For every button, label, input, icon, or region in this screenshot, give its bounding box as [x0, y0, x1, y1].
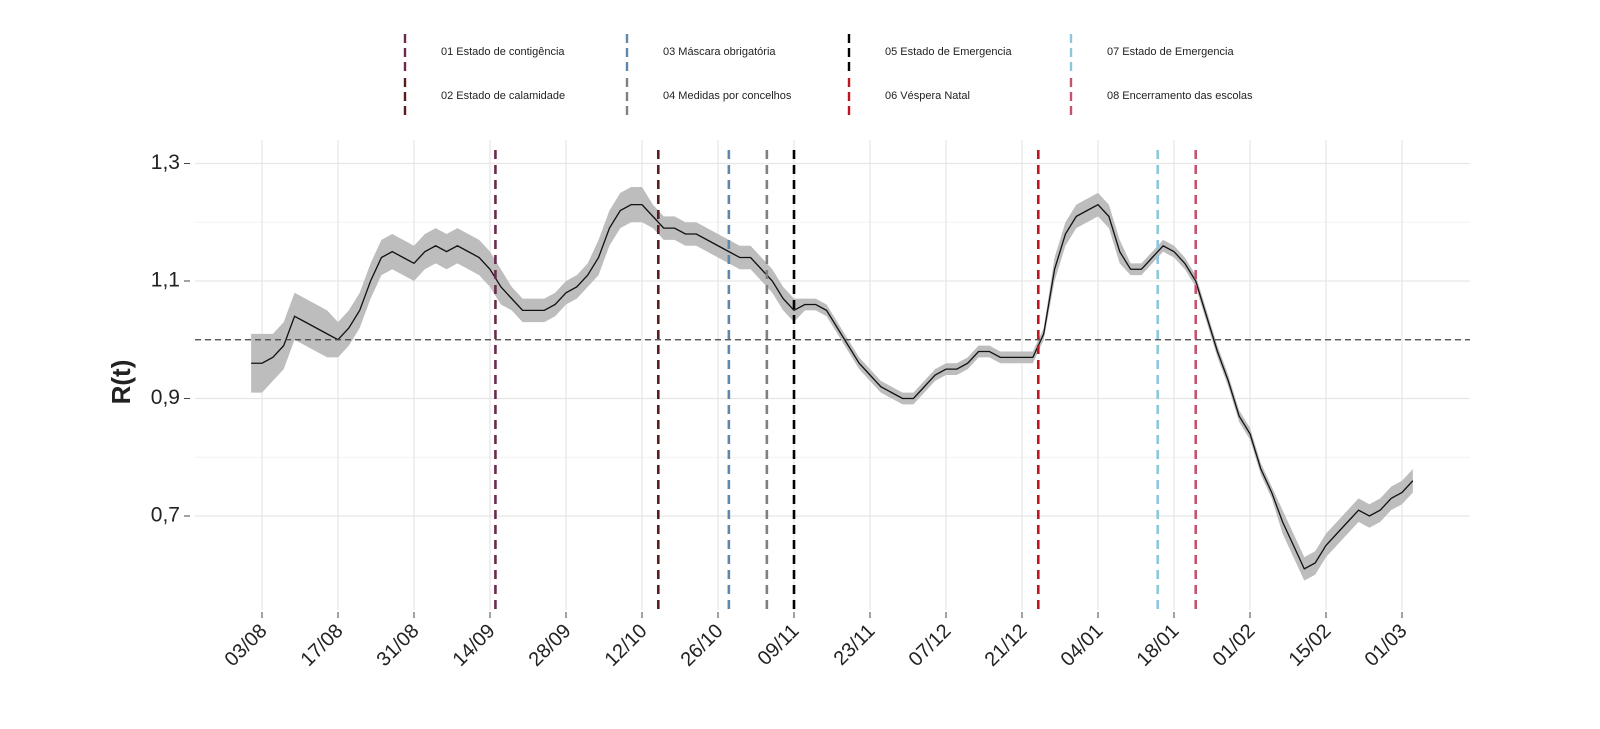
x-tick-label: 26/10	[677, 620, 728, 671]
legend-label: 08 Encerramento das escolas	[1107, 90, 1253, 102]
x-tick-label: 04/01	[1057, 620, 1108, 671]
legend-label: 06 Véspera Natal	[885, 90, 970, 102]
x-tick-label: 31/08	[373, 620, 424, 671]
confidence-band	[251, 187, 1413, 581]
x-tick-label: 01/03	[1361, 620, 1412, 671]
x-tick-label: 09/11	[754, 620, 804, 670]
x-tick-label: 28/09	[525, 620, 576, 671]
y-tick-label: 1,3	[151, 151, 180, 174]
line	[251, 203, 1414, 570]
legend-label: 04 Medidas por concelhos	[663, 90, 792, 102]
legend-label: 07 Estado de Emergencia	[1107, 46, 1234, 58]
x-tick-label: 07/12	[905, 620, 956, 671]
legend-label: 05 Estado de Emergencia	[885, 46, 1012, 58]
legend-label: 02 Estado de calamidade	[441, 90, 565, 102]
y-axis-label: R(t)	[106, 360, 136, 405]
legend-label: 03 Máscara obrigatória	[663, 46, 776, 58]
x-tick-label: 18/01	[1133, 620, 1184, 671]
x-tick-label: 21/12	[981, 620, 1032, 671]
x-tick-label: 12/10	[601, 620, 652, 671]
x-tick-label: 14/09	[449, 620, 500, 671]
x-tick-label: 15/02	[1285, 620, 1336, 671]
y-tick-label: 0,7	[151, 504, 180, 527]
x-tick-label: 03/08	[221, 620, 272, 671]
y-tick-label: 0,9	[151, 386, 180, 409]
x-tick-label: 17/08	[297, 620, 348, 671]
x-tick-label: 01/02	[1209, 620, 1260, 671]
legend-label: 01 Estado de contigência	[441, 46, 565, 58]
y-tick-label: 1,1	[151, 269, 180, 292]
x-tick-label: 23/11	[830, 620, 880, 670]
